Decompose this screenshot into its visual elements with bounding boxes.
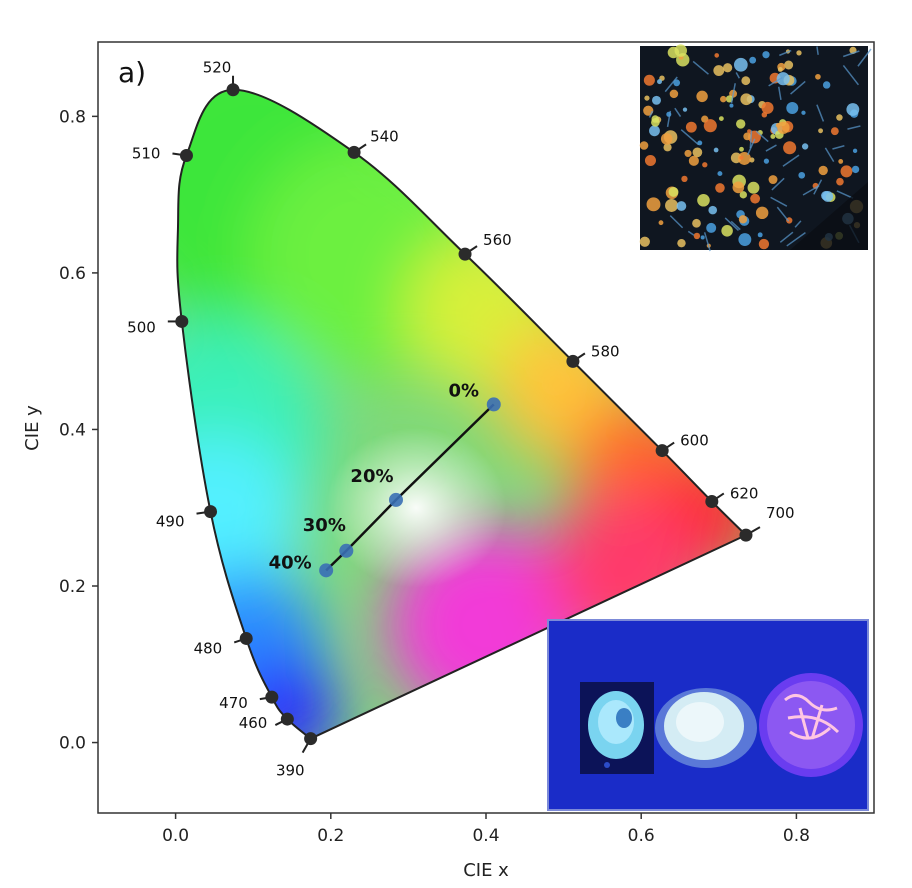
data-point-30pct (339, 543, 354, 558)
x-tick-label: 0.6 (628, 826, 655, 846)
y-tick-label: 0.4 (59, 420, 86, 440)
data-series: 0% 20% 30% 40% (269, 380, 501, 578)
wavelength-label: 520 (203, 59, 232, 77)
wavelength-label: 460 (239, 714, 268, 732)
data-point-40pct (319, 563, 334, 578)
data-point-0pct (486, 397, 501, 412)
wavelength-label: 700 (766, 504, 795, 522)
y-tick-label: 0.0 (59, 734, 86, 754)
x-tick-label: 0.4 (472, 826, 499, 846)
wavelength-460: 460 (239, 712, 294, 732)
wavelength-label: 480 (194, 639, 223, 657)
wavelength-580: 580 (566, 342, 620, 368)
wavelength-label: 620 (730, 484, 759, 502)
wavelength-480: 480 (194, 631, 253, 657)
wavelength-label: 390 (276, 762, 305, 780)
wavelength-label: 470 (219, 694, 248, 712)
spectral-locus (176, 88, 748, 740)
wavelength-label: 500 (127, 318, 156, 336)
wavelength-490: 490 (156, 505, 218, 531)
wavelength-600: 600 (655, 432, 709, 458)
wavelength-470: 470 (219, 690, 279, 712)
y-tick-label: 0.2 (59, 577, 86, 597)
wavelength-620: 620 (705, 484, 758, 508)
x-tick-label: 0.0 (162, 826, 189, 846)
wavelength-label: 490 (156, 513, 185, 531)
wavelength-510: 510 (132, 144, 193, 162)
data-label: 30% (303, 515, 346, 536)
axes: 0.0 0.2 0.4 0.6 0.8 0.0 0.2 0.4 0.6 0.8 (59, 107, 810, 846)
inset-photo-uv-samples (547, 619, 869, 811)
y-tick-label: 0.6 (59, 264, 86, 284)
wavelength-label: 540 (370, 127, 399, 145)
x-axis-label: CIE x (463, 860, 509, 881)
data-label: 20% (350, 466, 393, 487)
data-point-20pct (388, 492, 403, 507)
y-tick-label: 0.8 (59, 107, 86, 127)
wavelength-label: 510 (132, 144, 161, 162)
data-label: 0% (448, 380, 479, 401)
wavelength-560: 560 (458, 231, 512, 261)
inset-photo-microscope (639, 44, 872, 252)
data-label: 40% (269, 552, 312, 573)
wavelength-label: 560 (483, 231, 512, 249)
wavelength-520: 520 (203, 59, 240, 97)
x-tick-label: 0.2 (317, 826, 344, 846)
panel-label: a) (118, 56, 146, 89)
series-line (325, 403, 495, 572)
wavelength-700: 700 (739, 504, 795, 542)
y-axis-label: CIE y (22, 405, 43, 451)
x-tick-label: 0.8 (783, 826, 810, 846)
wavelength-500: 500 (127, 314, 189, 336)
wavelength-540: 540 (347, 127, 399, 159)
wavelength-label: 600 (680, 432, 709, 450)
wavelength-390: 390 (276, 732, 318, 780)
wavelength-label: 580 (591, 342, 620, 360)
wavelength-markers: 390 460 470 480 490 500 510 520 540 560 580 600 620 7… (127, 59, 794, 780)
